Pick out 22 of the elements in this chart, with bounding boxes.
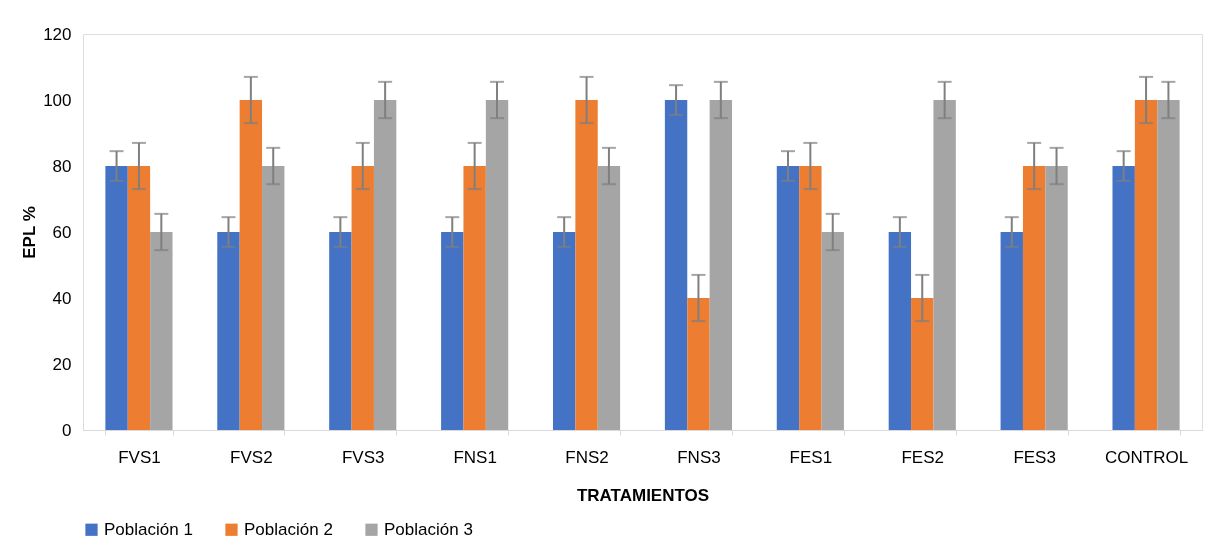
x-axis-title: TRATAMIENTOS [576,485,710,505]
y-tick-label: 40 [52,288,72,308]
x-tick-label: FVS2 [230,447,273,467]
x-tick-label: FES3 [1013,447,1056,467]
legend-label: Población 3 [384,519,473,539]
x-tick-label: FVS3 [341,447,385,467]
x-tick-label: CONTROL [1104,447,1189,467]
x-tick-label: FNS2 [565,447,609,467]
x-tick-label: FNS3 [677,447,721,467]
y-tick-label: 0 [62,420,72,440]
x-tick-label: FNS1 [453,447,497,467]
y-tick-label: 100 [43,90,72,110]
legend-label: Población 2 [244,519,333,539]
y-tick-label: 60 [52,222,72,242]
y-tick-label: 120 [43,24,72,44]
legend-label: Población 1 [104,519,193,539]
y-axis-title: EPL % [20,206,40,259]
y-tick-label: 20 [52,354,72,374]
x-tick-label: FES1 [789,447,833,467]
y-tick-label: 80 [52,156,72,176]
x-tick-label: FES2 [901,447,945,467]
x-tick-label: FVS1 [118,447,161,467]
